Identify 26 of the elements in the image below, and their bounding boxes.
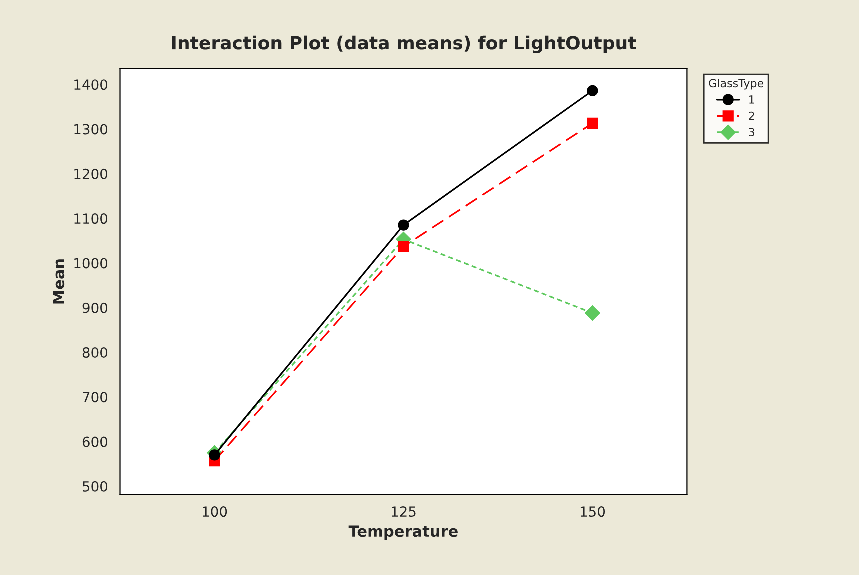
x-tick-label: 100 xyxy=(203,506,228,518)
y-tick-label: 1000 xyxy=(74,258,108,269)
y-tick-label: 1400 xyxy=(74,80,108,90)
point xyxy=(587,118,598,130)
x-tick-label: 150 xyxy=(580,506,606,518)
y-tick-label: 1200 xyxy=(74,168,108,180)
y-tick-label: 1100 xyxy=(74,214,108,224)
point xyxy=(398,220,410,231)
point xyxy=(209,450,220,461)
legend-label: 3 xyxy=(749,128,755,137)
y-tick-label: 900 xyxy=(82,302,108,314)
point xyxy=(398,241,410,252)
legend-title: GlassType xyxy=(709,79,764,90)
y-axis-title: Mean xyxy=(53,260,65,304)
point xyxy=(585,306,600,321)
x-axis-title: Temperature xyxy=(348,526,458,540)
legend-label: 1 xyxy=(750,96,754,104)
y-tick-label: 500 xyxy=(83,481,108,492)
point xyxy=(587,85,598,96)
legend-label: 2 xyxy=(749,112,754,120)
y-tick-label: 1300 xyxy=(74,124,108,135)
y-tick-label: 800 xyxy=(82,347,108,358)
y-tick-label: 700 xyxy=(83,392,108,403)
x-tick-label: 125 xyxy=(392,506,416,518)
y-tick-label: 600 xyxy=(82,436,108,448)
chart-title: Interaction Plot (data means) for LightOutput xyxy=(172,36,636,54)
